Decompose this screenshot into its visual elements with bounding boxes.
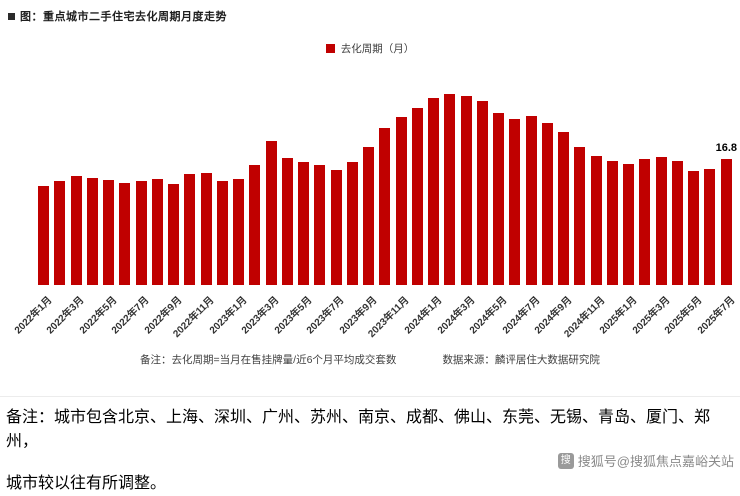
legend-swatch-icon bbox=[325, 44, 335, 53]
bar bbox=[103, 180, 114, 285]
legend-label: 去化周期（月） bbox=[340, 43, 415, 55]
bar bbox=[298, 162, 309, 285]
bar-chart-plot: 16.8 bbox=[38, 90, 737, 285]
bar bbox=[623, 164, 634, 285]
bar bbox=[70, 176, 82, 285]
bar bbox=[574, 147, 586, 285]
bar bbox=[688, 171, 699, 285]
bar bbox=[509, 118, 521, 285]
chart-title-row: 图：重点城市二手住宅去化周期月度走势 bbox=[8, 8, 227, 24]
bar bbox=[330, 169, 342, 285]
bar bbox=[493, 112, 504, 285]
data-source: 数据来源：麟评居住大数据研究院 bbox=[442, 354, 600, 366]
bar bbox=[54, 180, 66, 285]
bar bbox=[216, 180, 228, 285]
chart-title: 图：重点城市二手住宅去化周期月度走势 bbox=[20, 11, 227, 23]
bar bbox=[720, 159, 732, 285]
bar bbox=[704, 168, 716, 285]
watermark-text: 搜狐号@搜狐焦点嘉峪关站 bbox=[577, 454, 734, 469]
bar bbox=[525, 115, 537, 285]
bar bbox=[249, 165, 261, 285]
bar bbox=[168, 183, 179, 285]
bar bbox=[151, 178, 163, 285]
bar bbox=[639, 159, 651, 285]
bar bbox=[363, 147, 374, 285]
bar bbox=[590, 156, 602, 285]
bar bbox=[135, 180, 147, 285]
bar bbox=[606, 160, 618, 285]
bar bbox=[379, 127, 391, 285]
last-bar-value-label: 16.8 bbox=[715, 142, 737, 154]
chart-footnote: 备注：去化周期=当月在售挂牌量/近6个月平均成交套数 bbox=[140, 354, 397, 366]
bar bbox=[444, 93, 456, 285]
bar bbox=[86, 177, 98, 285]
title-bullet-icon bbox=[8, 12, 15, 20]
bar bbox=[558, 132, 569, 285]
bar bbox=[281, 157, 293, 285]
bars-container bbox=[38, 90, 732, 285]
bar bbox=[119, 183, 131, 285]
bar bbox=[428, 97, 439, 285]
chart-card: 图：重点城市二手住宅去化周期月度走势 去化周期（月） 16.8 2022年1月 2… bbox=[0, 8, 740, 367]
watermark: 搜 搜狐号@搜狐焦点嘉峪关站 bbox=[557, 451, 734, 470]
bar bbox=[233, 178, 244, 285]
bar bbox=[411, 108, 423, 285]
bar bbox=[200, 172, 212, 285]
bar bbox=[346, 162, 358, 285]
bar bbox=[38, 186, 49, 285]
chart-legend: 去化周期（月） bbox=[0, 41, 740, 56]
bar bbox=[655, 156, 667, 285]
article-note-line1: 备注：城市包含北京、上海、深圳、广州、苏州、南京、成都、佛山、东莞、无锡、青岛、… bbox=[6, 409, 711, 450]
chart-footnote-row: 备注：去化周期=当月在售挂牌量/近6个月平均成交套数 数据来源：麟评居住大数据研… bbox=[0, 352, 740, 367]
bar bbox=[265, 141, 277, 285]
bar bbox=[460, 96, 472, 285]
bar bbox=[671, 160, 683, 285]
bar bbox=[476, 100, 488, 285]
bar bbox=[184, 174, 196, 285]
bar bbox=[395, 117, 407, 285]
bar bbox=[314, 165, 326, 285]
bar bbox=[541, 123, 553, 285]
x-axis-labels: 2022年1月 2022年3月 2022年5月 2022年7月 2022年9月 2022年… bbox=[13, 288, 738, 350]
sohu-logo-icon: 搜 bbox=[557, 452, 574, 469]
